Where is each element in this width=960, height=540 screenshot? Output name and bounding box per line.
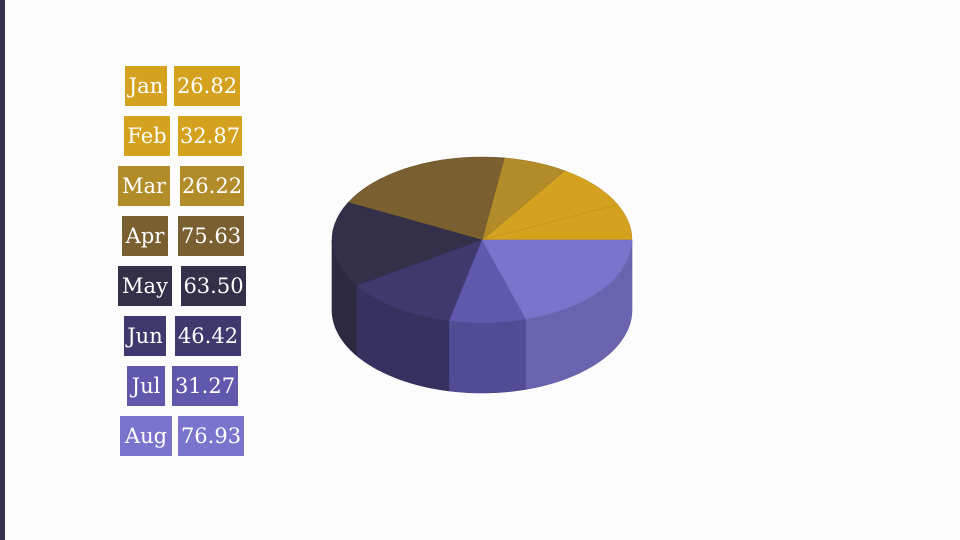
legend-value-feb: 32.87: [178, 116, 242, 156]
pie-slice-jun: [356, 239, 483, 322]
legend-month-jan: Jan: [125, 66, 167, 106]
pie-slice-may: [331, 202, 483, 287]
left-border: [0, 0, 5, 540]
pie-slice-mar: [481, 157, 566, 241]
pie-side-walls: [331, 239, 633, 394]
pie-side-jul: [448, 318, 527, 394]
pie-top-face: [331, 156, 633, 324]
legend-month-aug: Aug: [120, 416, 172, 456]
legend-month-jun: Jun: [124, 316, 166, 356]
pie-slice-apr: [347, 156, 505, 241]
legend-month-mar: Mar: [118, 166, 170, 206]
legend-month-apr: Apr: [122, 216, 168, 256]
legend-month-may: May: [118, 266, 172, 306]
legend-value-jul: 31.27: [172, 366, 238, 406]
legend-value-apr: 75.63: [178, 216, 244, 256]
pie-slice-feb: [481, 170, 619, 241]
pie-slice-jan: [481, 204, 633, 241]
legend-value-jan: 26.82: [174, 66, 240, 106]
legend-value-may: 63.50: [181, 266, 246, 306]
legend-value-mar: 26.22: [180, 166, 244, 206]
legend-value-jun: 46.42: [175, 316, 241, 356]
legend-month-jul: Jul: [127, 366, 165, 406]
legend-month-feb: Feb: [124, 116, 170, 156]
pie-slice-aug: [481, 239, 633, 320]
legend: Jan 26.82 Feb 32.87 Mar 26.22 Apr 75.63 May 63.50…: [0, 0, 300, 540]
legend-value-aug: 76.93: [178, 416, 244, 456]
pie-slice-jul: [448, 239, 527, 324]
